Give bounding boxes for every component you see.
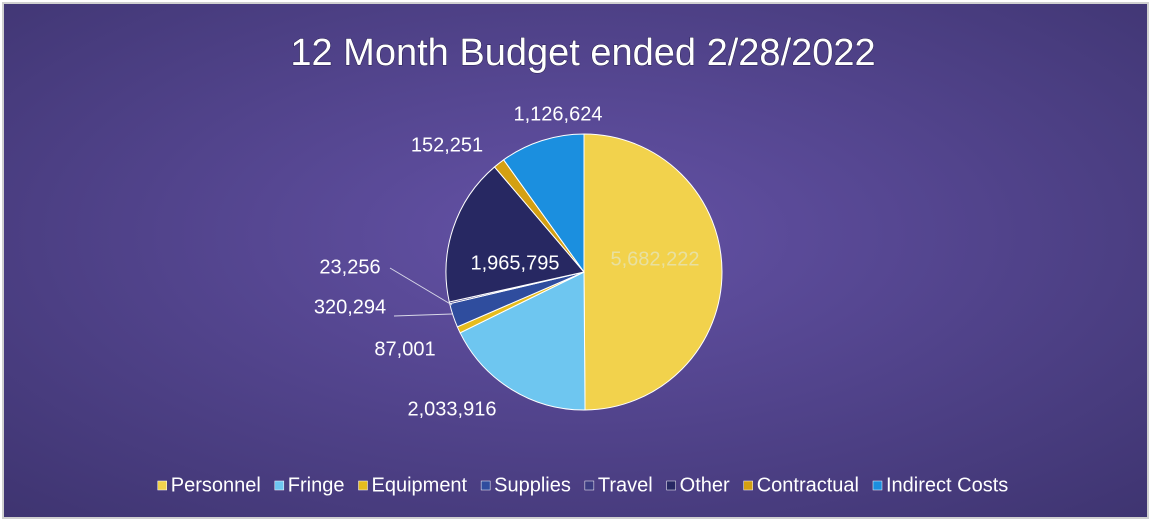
- pie-slice: [502, 133, 585, 274]
- data-label: 5,682,222: [611, 248, 700, 270]
- legend-swatch: [584, 480, 595, 491]
- legend-label: Equipment: [372, 474, 468, 496]
- leader-line: [393, 313, 453, 317]
- legend-swatch: [480, 480, 491, 491]
- legend-swatch: [872, 480, 883, 491]
- legend-swatch: [666, 480, 676, 491]
- legend-label: Personnel: [171, 474, 261, 496]
- pie-slice: [583, 133, 723, 411]
- data-label: 1,965,795: [471, 252, 560, 274]
- data-label: 1,126,624: [514, 103, 603, 125]
- legend-label: Travel: [598, 474, 653, 496]
- chart-title: 12 Month Budget ended 2/28/2022: [290, 32, 875, 74]
- data-label: 23,256: [319, 256, 380, 278]
- legend-swatch: [358, 480, 368, 491]
- data-label: 2,033,916: [408, 398, 497, 420]
- legend-label: Contractual: [757, 474, 859, 496]
- pie-slice: [445, 166, 585, 303]
- legend-label: Fringe: [288, 474, 345, 496]
- data-label: 152,251: [411, 134, 483, 156]
- legend-label: Other: [680, 474, 730, 496]
- data-label: 320,294: [314, 296, 386, 318]
- legend-swatch: [743, 480, 753, 491]
- legend-label: Indirect Costs: [886, 474, 1008, 496]
- legend-swatch: [274, 480, 285, 491]
- legend-swatch: [157, 480, 167, 491]
- pie-slice: [459, 271, 586, 411]
- legend-label: Supplies: [494, 474, 571, 496]
- leader-line: [389, 267, 453, 306]
- data-label: 87,001: [374, 338, 435, 360]
